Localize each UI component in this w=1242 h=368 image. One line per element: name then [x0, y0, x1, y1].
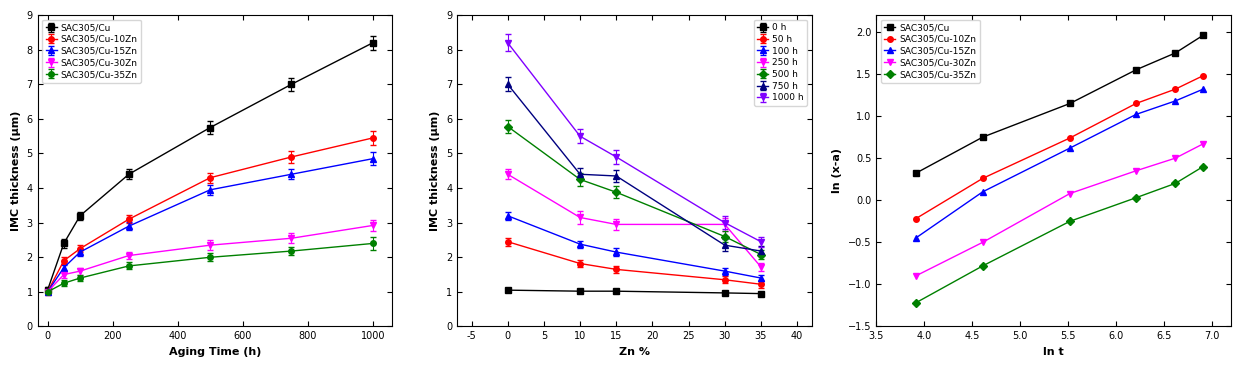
SAC305/Cu-15Zn: [908, 236, 923, 240]
SAC305/Cu: [1167, 51, 1182, 55]
Y-axis label: ln (x-a): ln (x-a): [832, 148, 842, 193]
SAC305/Cu-10Zn: [1129, 101, 1144, 106]
SAC305/Cu-10Zn: [1167, 87, 1182, 91]
SAC305/Cu-15Zn: [1167, 99, 1182, 103]
SAC305/Cu-10Zn: [1062, 136, 1077, 140]
SAC305/Cu: [975, 135, 990, 139]
SAC305/Cu-10Zn: [908, 216, 923, 221]
Legend: SAC305/Cu, SAC305/Cu-10Zn, SAC305/Cu-15Zn, SAC305/Cu-30Zn, SAC305/Cu-35Zn: SAC305/Cu, SAC305/Cu-10Zn, SAC305/Cu-15Z…: [881, 20, 980, 83]
SAC305/Cu-30Zn: [1167, 156, 1182, 160]
Line: SAC305/Cu-35Zn: SAC305/Cu-35Zn: [913, 164, 1206, 306]
SAC305/Cu-15Zn: [1129, 112, 1144, 117]
Y-axis label: IMC thickness (μm): IMC thickness (μm): [431, 111, 441, 231]
Line: SAC305/Cu: SAC305/Cu: [913, 32, 1206, 176]
SAC305/Cu-10Zn: [1196, 74, 1211, 78]
SAC305/Cu-15Zn: [975, 190, 990, 194]
Line: SAC305/Cu-10Zn: SAC305/Cu-10Zn: [913, 73, 1206, 222]
SAC305/Cu: [1062, 101, 1077, 106]
SAC305/Cu: [1196, 33, 1211, 38]
SAC305/Cu-35Zn: [1062, 219, 1077, 223]
SAC305/Cu-35Zn: [1129, 195, 1144, 200]
SAC305/Cu-35Zn: [1167, 181, 1182, 185]
SAC305/Cu-10Zn: [975, 176, 990, 181]
SAC305/Cu: [908, 171, 923, 176]
Line: SAC305/Cu-15Zn: SAC305/Cu-15Zn: [913, 86, 1206, 241]
SAC305/Cu: [1129, 68, 1144, 72]
SAC305/Cu-15Zn: [1196, 87, 1211, 91]
Legend: 0 h, 50 h, 100 h, 250 h, 500 h, 750 h, 1000 h: 0 h, 50 h, 100 h, 250 h, 500 h, 750 h, 1…: [754, 20, 807, 106]
X-axis label: Aging Time (h): Aging Time (h): [169, 347, 261, 357]
Y-axis label: IMC thickness (μm): IMC thickness (μm): [11, 111, 21, 231]
SAC305/Cu-30Zn: [1062, 191, 1077, 196]
SAC305/Cu-30Zn: [908, 274, 923, 278]
SAC305/Cu-35Zn: [1196, 164, 1211, 169]
X-axis label: ln t: ln t: [1043, 347, 1064, 357]
X-axis label: Zn %: Zn %: [619, 347, 650, 357]
SAC305/Cu-35Zn: [908, 301, 923, 305]
SAC305/Cu-15Zn: [1062, 146, 1077, 150]
SAC305/Cu-30Zn: [975, 240, 990, 244]
Line: SAC305/Cu-30Zn: SAC305/Cu-30Zn: [913, 141, 1206, 279]
Legend: SAC305/Cu, SAC305/Cu-10Zn, SAC305/Cu-15Zn, SAC305/Cu-30Zn, SAC305/Cu-35Zn: SAC305/Cu, SAC305/Cu-10Zn, SAC305/Cu-15Z…: [42, 20, 140, 83]
SAC305/Cu-35Zn: [975, 264, 990, 268]
SAC305/Cu-30Zn: [1129, 169, 1144, 173]
SAC305/Cu-30Zn: [1196, 142, 1211, 146]
